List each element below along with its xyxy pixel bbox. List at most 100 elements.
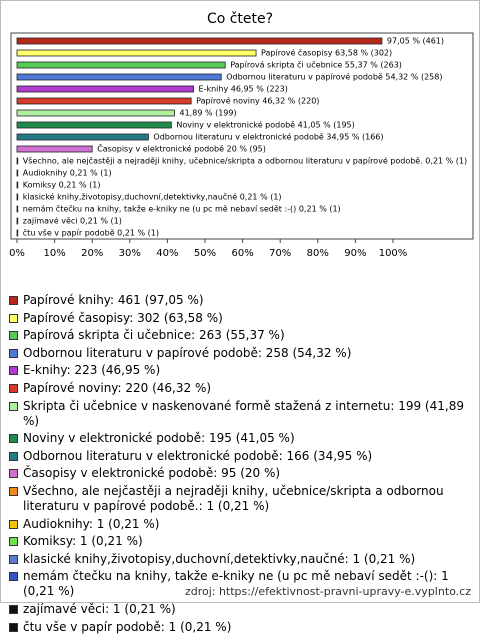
legend-label: Papírová skripta či učebnice: 263 (55,37… (23, 328, 285, 343)
legend-swatch (9, 537, 18, 547)
legend-item: klasické knihy,životopisy,duchovní,detek… (9, 552, 471, 567)
value-label: Odbornou literaturu v papírové podobě 54… (226, 72, 442, 82)
legend-swatch (9, 451, 18, 461)
legend-item: Skripta či učebnice v naskenované formě … (9, 399, 471, 429)
value-label: Papírové noviny 46,32 % (220) (196, 96, 319, 106)
bar (16, 181, 19, 189)
x-tick-label: 70% (269, 248, 291, 259)
legend-swatch (9, 469, 18, 479)
bar (16, 61, 226, 69)
bar (16, 73, 222, 81)
value-label: klasické knihy,životopisy,duchovní,detek… (23, 192, 282, 202)
plot-frame (10, 32, 474, 240)
value-label: Noviny v elektronické podobě 41,05 % (19… (176, 120, 354, 130)
legend-label: Všechno, ale nejčastěji a nejraději knih… (23, 483, 444, 513)
x-tick-label: 0% (9, 248, 25, 259)
legend-swatch (9, 296, 18, 305)
x-tick-label: 30% (119, 248, 141, 259)
legend-label: Papírové knihy: 461 (97,05 %) (23, 293, 204, 307)
bar (16, 169, 19, 177)
x-tick-label: 40% (156, 248, 178, 259)
legend-item: Všechno, ale nejčastěji a nejraději knih… (9, 484, 471, 514)
legend-label: čtu vše v papír podobě: 1 (0,21 %) (23, 619, 232, 634)
bar (16, 37, 383, 45)
bar (16, 217, 19, 225)
legend-label: zajímavé věci: 1 (0,21 %) (23, 601, 176, 616)
legend-label: Audioknihy: 1 (0,21 %) (23, 516, 160, 531)
legend-swatch (9, 519, 18, 529)
value-label: Papírové časopisy 63,58 % (302) (261, 48, 392, 58)
legend-item: Odbornou literaturu v papírové podobě: 2… (9, 346, 471, 361)
legend-item: Časopisy v elektronické podobě: 95 (20 %… (9, 466, 471, 481)
bar (16, 121, 172, 129)
legend-label: Odbornou literaturu v elektronické podob… (23, 448, 373, 463)
bar (16, 133, 149, 141)
legend-item: Papírové knihy: 461 (97,05 %) (9, 293, 471, 308)
legend-item: zajímavé věci: 1 (0,21 %) (9, 602, 471, 617)
legend-swatch (9, 486, 18, 496)
bar (16, 85, 194, 93)
bar (16, 205, 19, 213)
x-tick-label: 100% (379, 248, 408, 259)
legend-label: Noviny v elektronické podobě: 195 (41,05… (23, 431, 295, 446)
legend-item: Papírové noviny: 220 (46,32 %) (9, 381, 471, 396)
legend-swatch (9, 434, 18, 444)
legend-item: Komiksy: 1 (0,21 %) (9, 534, 471, 549)
x-tick-label: 10% (43, 248, 65, 259)
legend-label: nemám čtečku na knihy, takže e-kniky ne … (23, 569, 449, 599)
chart-title: Co čtete? (207, 11, 273, 27)
bar (16, 193, 19, 201)
value-label: Komiksy 0,21 % (1) (23, 181, 101, 190)
value-label: 97,05 % (461) (387, 37, 444, 46)
legend-swatch (9, 622, 18, 632)
legend-label: Komiksy: 1 (0,21 %) (23, 534, 143, 549)
legend-swatch (9, 366, 18, 376)
legend-swatch (9, 554, 18, 564)
value-label: E-knihy 46,95 % (223) (199, 85, 288, 94)
value-label: Časopisy v elektronické podobě 20 % (95) (97, 143, 266, 154)
legend-item: nemám čtečku na knihy, takže e-kniky ne … (9, 569, 471, 599)
legend-item: Noviny v elektronické podobě: 195 (41,05… (9, 431, 471, 446)
legend-label: Odbornou literaturu v papírové podobě: 2… (23, 345, 352, 360)
legend-label: E-knihy: 223 (46,95 %) (23, 363, 161, 378)
legend-label: Skripta či učebnice v naskenované formě … (23, 398, 464, 428)
legend-item: Papírová skripta či učebnice: 263 (55,37… (9, 328, 471, 343)
legend-label: Papírové noviny: 220 (46,32 %) (23, 380, 212, 395)
legend-item: E-knihy: 223 (46,95 %) (9, 363, 471, 378)
value-label: nemám čtečku na knihy, takže e-kniky ne … (23, 204, 341, 214)
value-label: čtu vše v papír podobě 0,21 % (1) (23, 228, 159, 238)
value-label: 41,89 % (199) (180, 109, 237, 118)
legend-item: Papírové časopisy: 302 (63,58 %) (9, 311, 471, 326)
legend-swatch (9, 313, 18, 323)
legend-swatch (9, 572, 18, 582)
legend-swatch (9, 348, 18, 358)
value-label: zajímavé věci 0,21 % (1) (23, 216, 122, 226)
x-tick-label: 80% (307, 248, 329, 259)
bar (16, 97, 192, 105)
legend-item: Audioknihy: 1 (0,21 %) (9, 517, 471, 532)
legend-label: Časopisy v elektronické podobě: 95 (20 %… (23, 466, 281, 481)
legend-swatch (9, 331, 18, 341)
x-tick-label: 50% (194, 248, 216, 259)
value-label: Všechno, ale nejčastěji a nejraději knih… (23, 156, 467, 166)
legend-item: Odbornou literaturu v elektronické podob… (9, 449, 471, 464)
legend-label: Papírové časopisy: 302 (63,58 %) (23, 310, 223, 325)
value-label: Audioknihy 0,21 % (1) (23, 169, 112, 178)
legend-swatch (9, 401, 18, 411)
bar (16, 157, 19, 165)
x-tick-label: 60% (231, 248, 253, 259)
value-label: Papírová skripta či učebnice 55,37 % (26… (230, 60, 402, 70)
x-tick-label: 90% (344, 248, 366, 259)
bar (16, 229, 19, 237)
legend-item: čtu vše v papír podobě: 1 (0,21 %) (9, 620, 471, 635)
bar (16, 109, 175, 117)
chart: Co čtete? 0% 10% 20% 30% 40% 50% 60% 70% 80% 90% 1… (9, 11, 474, 259)
source: zdroj: https://efektivnost-pravni-upravy… (184, 585, 471, 598)
bar (16, 145, 93, 153)
value-label: Odbornou literaturu v elektronické podob… (153, 132, 383, 142)
x-tick-label: 20% (81, 248, 103, 259)
legend-swatch (9, 383, 18, 393)
legend-label: klasické knihy,životopisy,duchovní,detek… (23, 551, 416, 566)
bar (16, 49, 257, 57)
